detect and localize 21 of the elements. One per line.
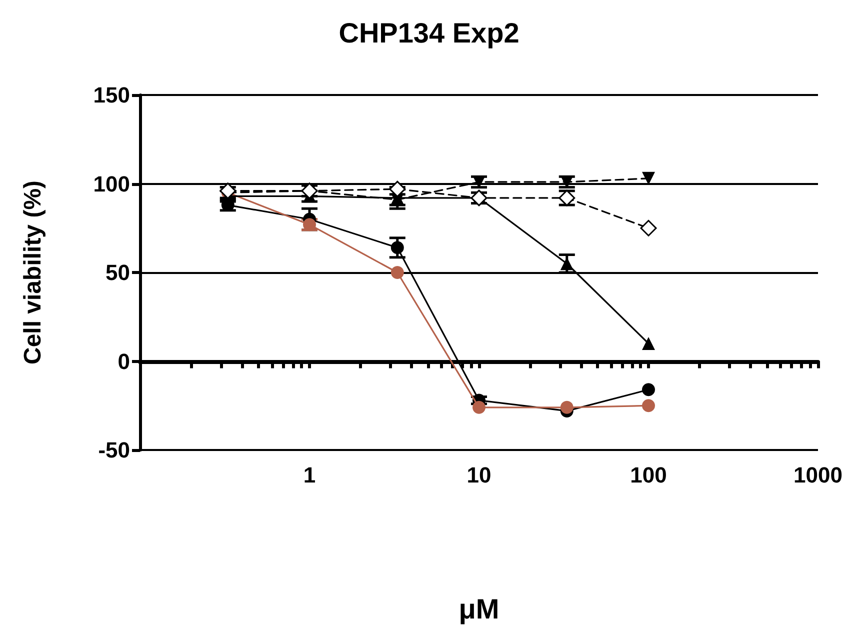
y-tick-label: 150	[93, 82, 130, 108]
x-tick-label: 1000	[794, 462, 842, 488]
x-tick-label: 1	[303, 462, 316, 488]
x-axis-title: μM	[458, 594, 500, 624]
x-tick-label: 100	[630, 462, 667, 488]
y-axis-title: Cell viability (%)	[20, 180, 46, 365]
y-tick-label: 100	[93, 171, 130, 196]
y-tick-label: -50	[98, 438, 130, 462]
point	[642, 337, 655, 350]
x-tick-label: 10	[466, 462, 492, 488]
point	[472, 400, 486, 414]
point	[642, 172, 655, 185]
point	[642, 383, 655, 396]
y-tick-label: 0	[118, 348, 130, 374]
point	[640, 220, 657, 236]
point	[390, 266, 404, 279]
y-tick-label: 50	[106, 260, 130, 285]
point	[390, 241, 404, 254]
chart-title: CHP134 Exp2	[338, 18, 520, 48]
point	[642, 399, 655, 412]
point	[389, 180, 406, 198]
